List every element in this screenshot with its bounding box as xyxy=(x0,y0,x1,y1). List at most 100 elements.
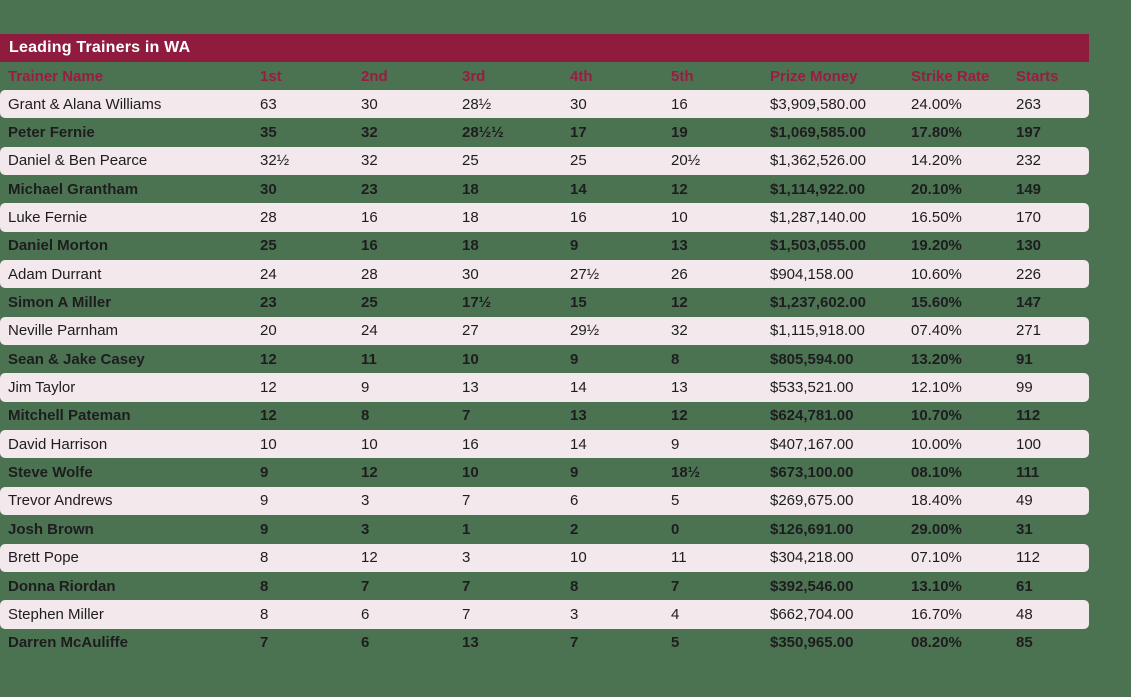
column-header-4th: 4th xyxy=(570,67,593,85)
column-header-starts: Starts xyxy=(1016,67,1059,85)
prize-money-cell: $1,362,526.00 xyxy=(770,152,866,170)
starts-cell: 49 xyxy=(1016,492,1033,510)
prize-money-cell: $407,167.00 xyxy=(770,435,854,453)
thirds-cell: 28½ xyxy=(462,95,492,113)
prize-money-cell: $805,594.00 xyxy=(770,350,854,368)
firsts-cell: 24 xyxy=(260,265,277,283)
thirds-cell: 27 xyxy=(462,322,479,340)
thirds-cell: 18 xyxy=(462,180,479,198)
strike-rate-cell: 14.20% xyxy=(911,152,962,170)
fifths-cell: 12 xyxy=(671,294,688,312)
fifths-cell: 13 xyxy=(671,237,688,255)
prize-money-cell: $1,287,140.00 xyxy=(770,209,866,227)
seconds-cell: 25 xyxy=(361,294,378,312)
seconds-cell: 16 xyxy=(361,209,378,227)
firsts-cell: 10 xyxy=(260,435,277,453)
strike-rate-cell: 17.80% xyxy=(911,124,962,142)
table-row: Simon A Miller 23 25 17½ 15 12 $1,237,60… xyxy=(0,288,1089,316)
column-header-3rd: 3rd xyxy=(462,67,486,85)
starts-cell: 112 xyxy=(1016,549,1040,567)
table-row: Brett Pope 8 12 3 10 11 $304,218.00 07.1… xyxy=(0,543,1089,572)
firsts-cell: 9 xyxy=(260,492,269,510)
table-body: Grant & Alana Williams 63 30 28½ 30 16 $… xyxy=(0,90,1089,657)
fourths-cell: 16 xyxy=(570,209,587,227)
strike-rate-cell: 20.10% xyxy=(911,180,962,198)
strike-rate-cell: 07.40% xyxy=(911,322,962,340)
starts-cell: 130 xyxy=(1016,237,1042,255)
strike-rate-cell: 16.70% xyxy=(911,605,962,623)
fourths-cell: 30 xyxy=(570,95,587,113)
trainer-name-cell: Darren McAuliffe xyxy=(8,634,129,652)
seconds-cell: 16 xyxy=(361,237,378,255)
prize-money-cell: $1,503,055.00 xyxy=(770,237,866,255)
fourths-cell: 7 xyxy=(570,634,579,652)
trainer-name-cell: Trevor Andrews xyxy=(8,492,113,510)
fifths-cell: 20½ xyxy=(671,152,701,170)
trainer-name-cell: Peter Fernie xyxy=(8,124,95,142)
thirds-cell: 17½ xyxy=(462,294,492,312)
fourths-cell: 14 xyxy=(570,379,587,397)
page-title: Leading Trainers in WA xyxy=(9,39,191,56)
table-row: Darren McAuliffe 7 6 13 7 5 $350,965.00 … xyxy=(0,629,1089,657)
thirds-cell: 13 xyxy=(462,634,479,652)
fourths-cell: 25 xyxy=(570,152,587,170)
fourths-cell: 3 xyxy=(570,605,579,623)
strike-rate-cell: 12.10% xyxy=(911,379,962,397)
starts-cell: 263 xyxy=(1016,95,1042,113)
firsts-cell: 23 xyxy=(260,294,277,312)
table-row: Stephen Miller 8 6 7 3 4 $662,704.00 16.… xyxy=(0,600,1089,629)
table-row: Jim Taylor 12 9 13 14 13 $533,521.00 12.… xyxy=(0,373,1089,402)
fifths-cell: 32 xyxy=(671,322,688,340)
table-row: Peter Fernie 35 32 28½½ 17 19 $1,069,585… xyxy=(0,118,1089,146)
starts-cell: 170 xyxy=(1016,209,1042,227)
firsts-cell: 35 xyxy=(260,124,277,142)
table-row: Sean & Jake Casey 12 11 10 9 8 $805,594.… xyxy=(0,345,1089,373)
strike-rate-cell: 07.10% xyxy=(911,549,962,567)
starts-cell: 197 xyxy=(1016,124,1042,142)
column-header-1st: 1st xyxy=(260,67,282,85)
strike-rate-cell: 24.00% xyxy=(911,95,962,113)
column-header-2nd: 2nd xyxy=(361,67,388,85)
column-header-prize-money: Prize Money xyxy=(770,67,858,85)
thirds-cell: 25 xyxy=(462,152,479,170)
trainer-name-cell: Josh Brown xyxy=(8,520,94,538)
title-bar: Leading Trainers in WA xyxy=(0,34,1089,62)
prize-money-cell: $269,675.00 xyxy=(770,492,854,510)
fourths-cell: 14 xyxy=(570,180,587,198)
strike-rate-cell: 13.20% xyxy=(911,350,962,368)
strike-rate-cell: 10.70% xyxy=(911,407,962,425)
fifths-cell: 8 xyxy=(671,350,680,368)
table-row: Steve Wolfe 9 12 10 9 18½ $673,100.00 08… xyxy=(0,458,1089,486)
strike-rate-cell: 10.60% xyxy=(911,265,962,283)
seconds-cell: 32 xyxy=(361,152,378,170)
fifths-cell: 12 xyxy=(671,180,688,198)
fifths-cell: 5 xyxy=(671,492,680,510)
firsts-cell: 63 xyxy=(260,95,277,113)
seconds-cell: 24 xyxy=(361,322,378,340)
fifths-cell: 5 xyxy=(671,634,680,652)
trainer-name-cell: Sean & Jake Casey xyxy=(8,350,145,368)
table-row: Mitchell Pateman 12 8 7 13 12 $624,781.0… xyxy=(0,402,1089,430)
prize-money-cell: $1,237,602.00 xyxy=(770,294,866,312)
fourths-cell: 29½ xyxy=(570,322,600,340)
firsts-cell: 8 xyxy=(260,605,269,623)
trainer-name-cell: Grant & Alana Williams xyxy=(8,95,162,113)
seconds-cell: 12 xyxy=(361,464,378,482)
seconds-cell: 28 xyxy=(361,265,378,283)
column-header-strike-rate: Strike Rate xyxy=(911,67,990,85)
thirds-cell: 10 xyxy=(462,350,479,368)
fourths-cell: 9 xyxy=(570,237,579,255)
trainer-name-cell: Luke Fernie xyxy=(8,209,88,227)
fifths-cell: 11 xyxy=(671,549,687,567)
table-row: Luke Fernie 28 16 18 16 10 $1,287,140.00… xyxy=(0,203,1089,232)
strike-rate-cell: 29.00% xyxy=(911,520,962,538)
prize-money-cell: $662,704.00 xyxy=(770,605,854,623)
prize-money-cell: $904,158.00 xyxy=(770,265,854,283)
fifths-cell: 10 xyxy=(671,209,688,227)
firsts-cell: 8 xyxy=(260,577,269,595)
prize-money-cell: $1,114,922.00 xyxy=(770,180,866,198)
trainer-name-cell: Michael Grantham xyxy=(8,180,139,198)
thirds-cell: 30 xyxy=(462,265,479,283)
fourths-cell: 10 xyxy=(570,549,587,567)
fourths-cell: 13 xyxy=(570,407,587,425)
